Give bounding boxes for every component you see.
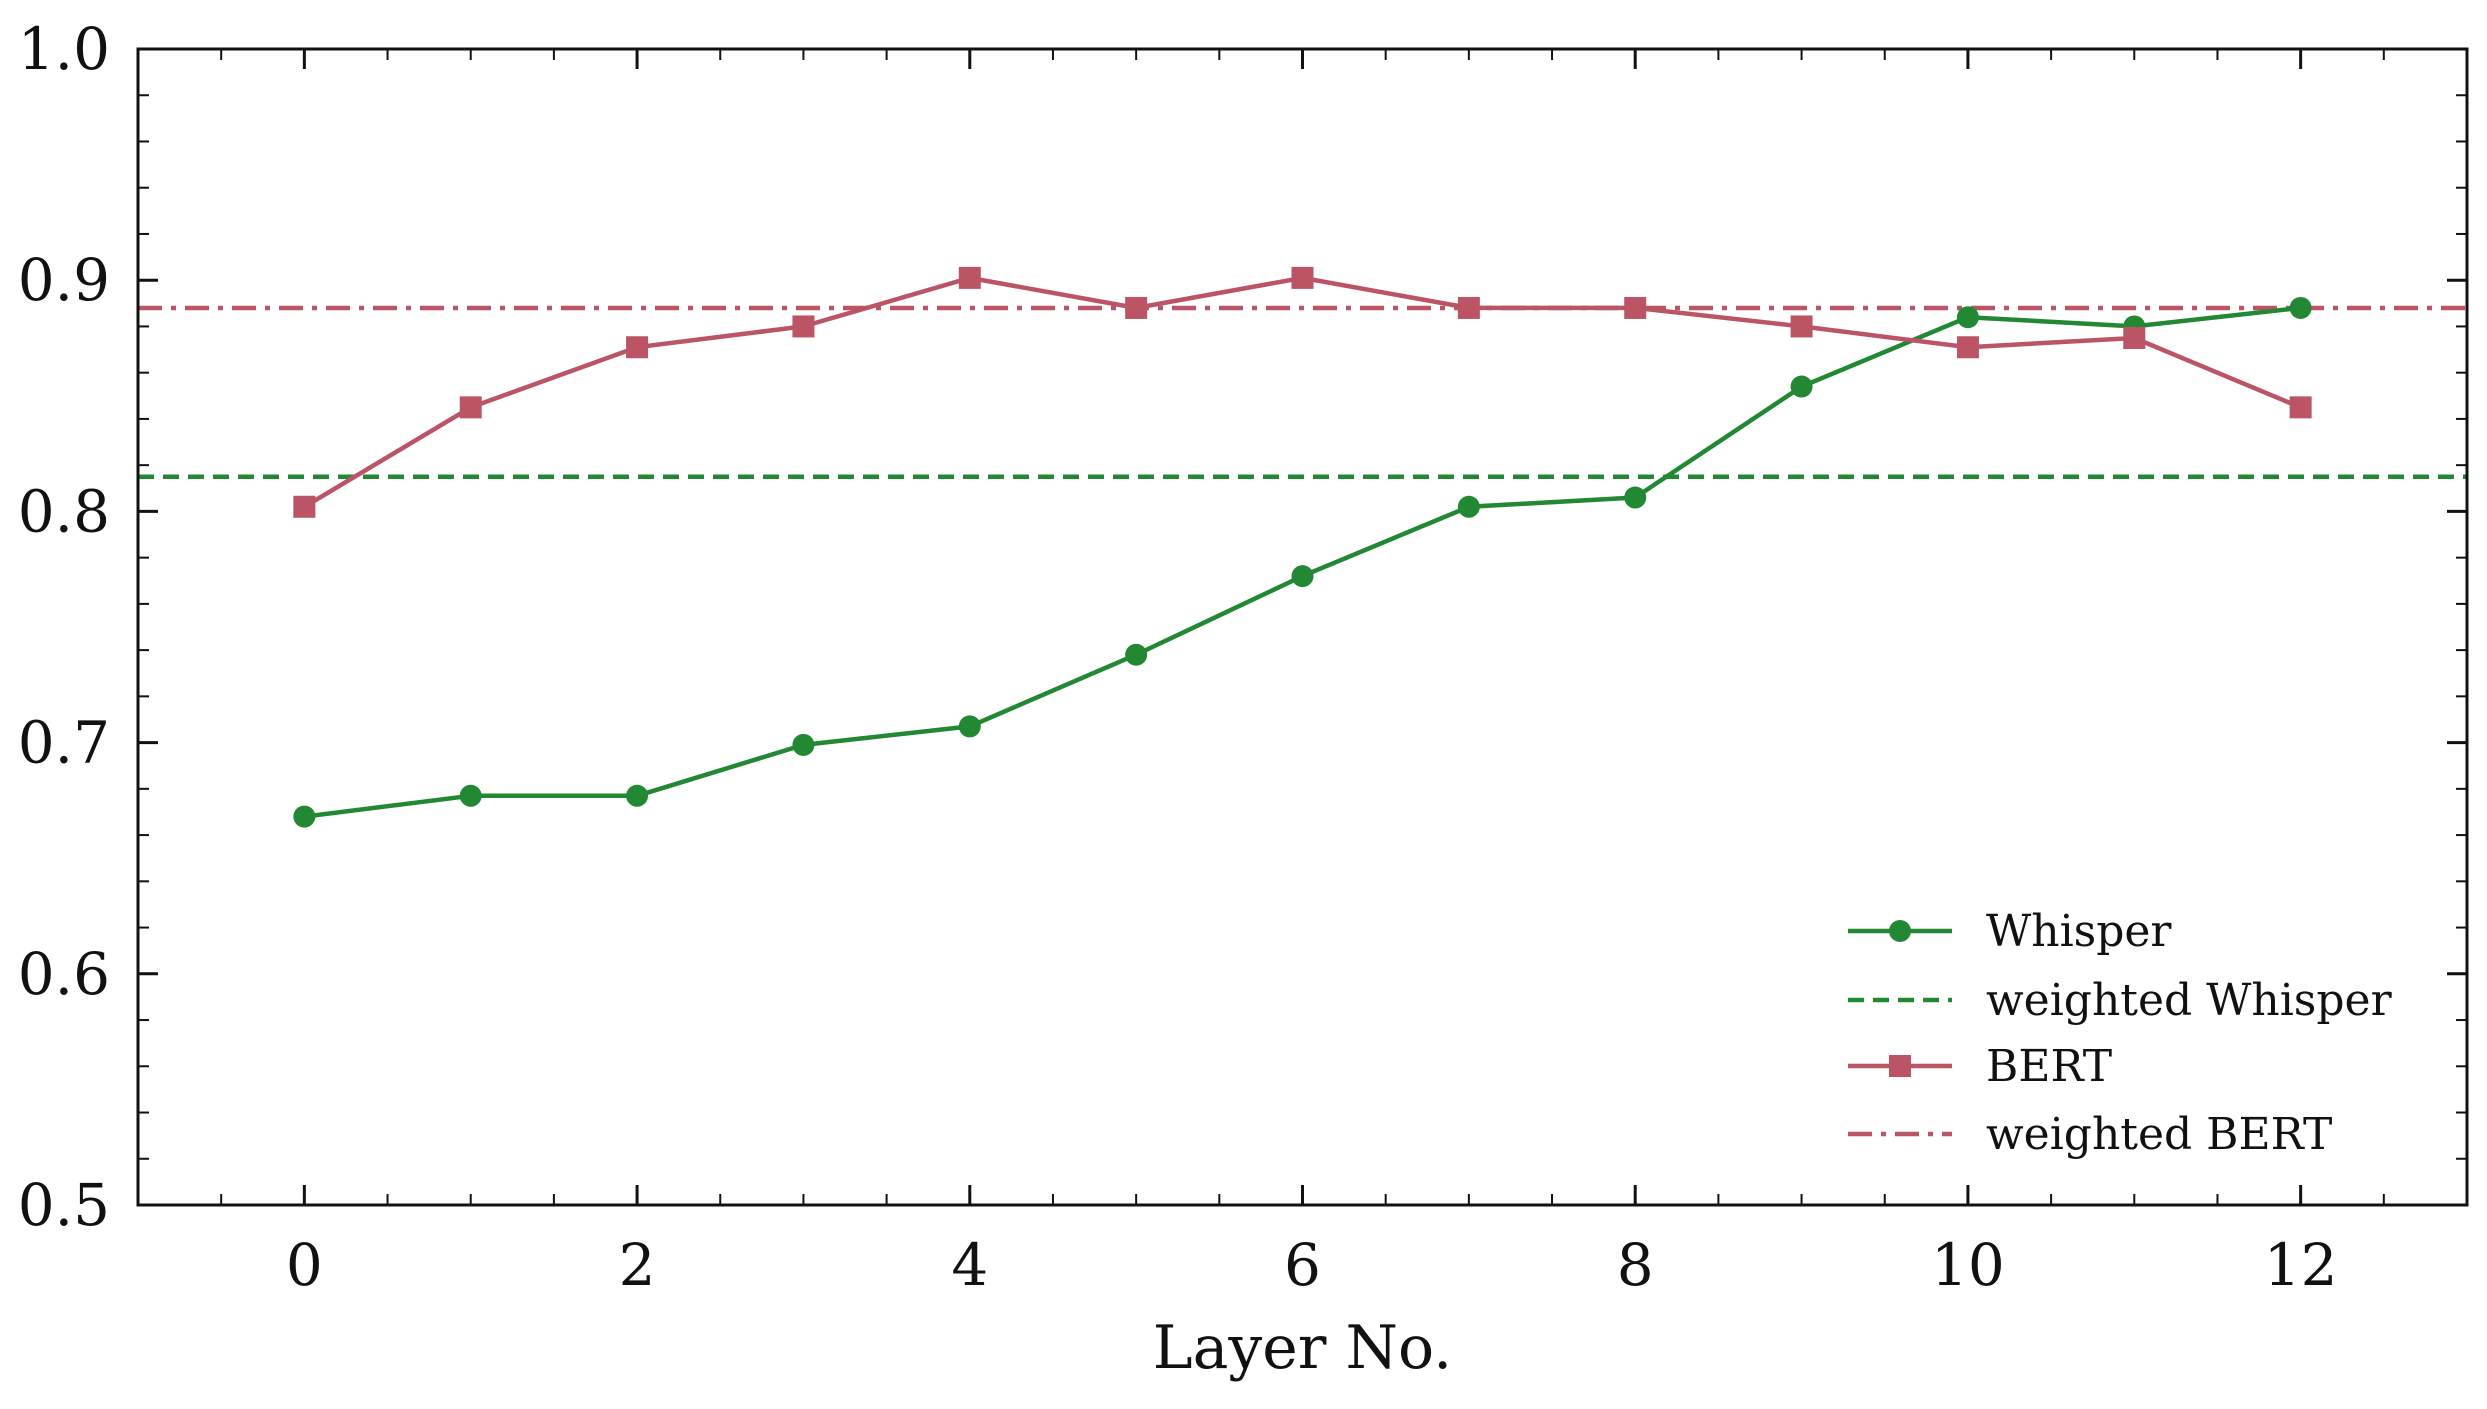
- series-line-whisper: [304, 305, 2301, 819]
- x-tick-label: 10: [1931, 1231, 2005, 1299]
- plot-area-frame: [136, 47, 2469, 1207]
- y-tick-label: 1.0: [18, 15, 110, 83]
- data-point-whisper: [1956, 306, 1979, 329]
- data-point-bert: [459, 396, 482, 419]
- data-point-bert: [1291, 266, 1314, 289]
- data-point-bert: [1624, 296, 1647, 319]
- data-point-bert: [2289, 396, 2312, 419]
- data-point-whisper: [1624, 486, 1647, 509]
- reference-lines-layer: [138, 305, 2467, 479]
- data-point-bert: [792, 315, 815, 338]
- data-point-bert: [2123, 327, 2146, 349]
- data-point-bert: [626, 336, 649, 359]
- data-point-whisper: [626, 784, 649, 807]
- x-axis-label: Layer No.: [1153, 1313, 1452, 1383]
- legend-label-weighted-whisper: weighted Whisper: [1986, 975, 2393, 1026]
- data-point-bert: [1457, 296, 1480, 319]
- data-point-bert: [1790, 315, 1813, 338]
- legend-label-bert: BERT: [1986, 1041, 2112, 1092]
- series-layer: [293, 266, 2312, 828]
- data-point-bert: [1125, 296, 1148, 319]
- y-tick-label: 0.5: [18, 1171, 110, 1239]
- series-line-bert: [303, 275, 2302, 509]
- x-tick-label: 4: [951, 1231, 988, 1299]
- tick-labels-layer: 0 2 4 6 8 10 12 0.5 0.6 0.7 0.8 0.9 1.0: [18, 15, 2338, 1299]
- x-tick-label: 2: [619, 1231, 656, 1299]
- y-tick-label: 0.6: [18, 940, 110, 1008]
- data-point-whisper: [792, 733, 815, 756]
- legend-label-weighted-bert: weighted BERT: [1986, 1109, 2332, 1160]
- data-point-whisper: [1125, 643, 1148, 666]
- x-tick-label: 12: [2264, 1231, 2338, 1299]
- data-point-whisper: [1291, 565, 1314, 588]
- legend-marker-whisper: [1889, 920, 1911, 942]
- legend-label-whisper: Whisper: [1986, 906, 2172, 957]
- data-point-bert: [1956, 336, 1979, 359]
- data-point-whisper: [459, 784, 482, 807]
- data-point-whisper: [958, 715, 981, 738]
- y-tick-label: 0.8: [18, 477, 110, 545]
- data-point-bert: [958, 266, 981, 289]
- data-point-bert: [293, 495, 316, 518]
- x-tick-label: 8: [1617, 1231, 1654, 1299]
- x-tick-label: 0: [286, 1231, 323, 1299]
- legend: Whisper weighted Whisper BERT weighted BERT: [1848, 906, 2393, 1160]
- data-point-whisper: [293, 805, 316, 828]
- ticks-layer: [137, 47, 2468, 1207]
- data-point-whisper: [1790, 375, 1813, 398]
- y-tick-label: 0.9: [18, 246, 110, 314]
- legend-marker-bert: [1889, 1055, 1911, 1077]
- data-point-whisper: [1457, 495, 1480, 518]
- x-tick-label: 6: [1284, 1231, 1321, 1299]
- y-tick-label: 0.7: [18, 709, 110, 777]
- data-point-whisper: [2289, 296, 2312, 319]
